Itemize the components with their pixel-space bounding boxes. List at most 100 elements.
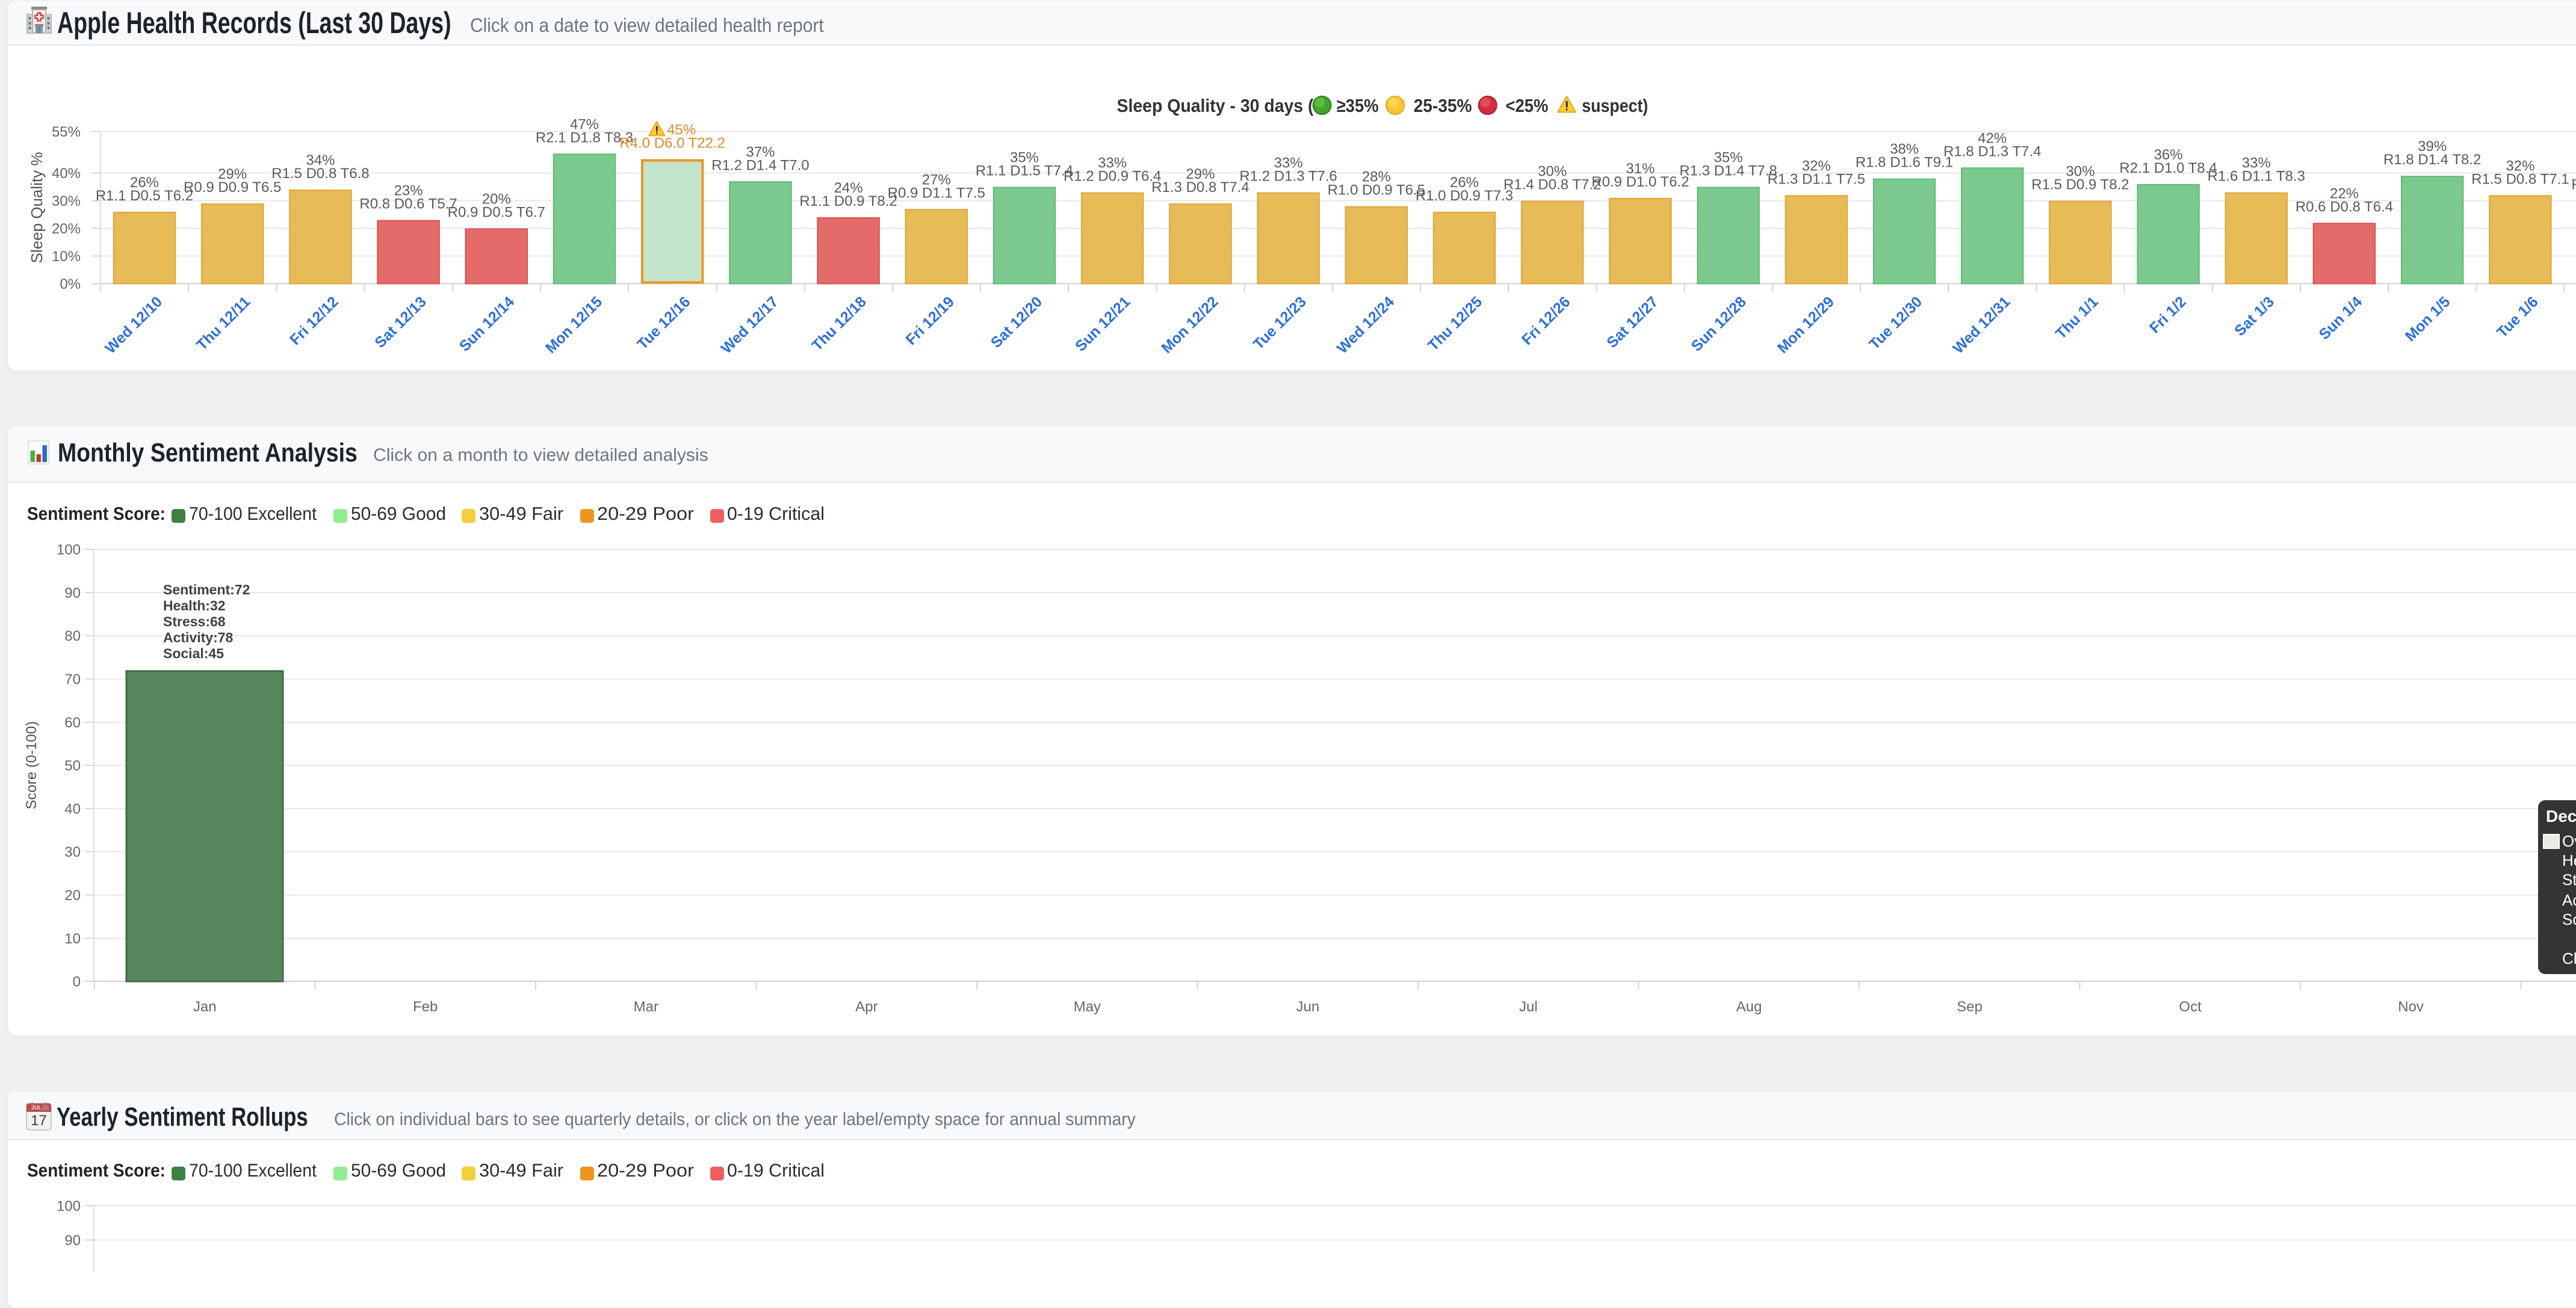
svg-text:R0.9 D0.9 T6.5: R0.9 D0.9 T6.5 (184, 179, 281, 196)
svg-text:Fri 12/12: Fri 12/12 (286, 293, 342, 348)
svg-text:Mon 12/22: Mon 12/22 (1158, 293, 1221, 356)
svg-text:R0.8 D0.6 T5.7: R0.8 D0.6 T5.7 (359, 196, 457, 212)
svg-text:Sun 12/28: Sun 12/28 (1688, 293, 1750, 354)
svg-text:Social: 54: Social: 54 (2562, 910, 2576, 928)
svg-text:Health:32: Health:32 (163, 598, 226, 614)
svg-text:50-69 Good: 50-69 Good (351, 1160, 446, 1181)
svg-text:Mon 1/5: Mon 1/5 (2402, 293, 2454, 345)
svg-text:R0.9 D0.5 T6.7: R0.9 D0.5 T6.7 (448, 205, 545, 221)
svg-text:26%: 26% (1450, 174, 1479, 191)
svg-text:JUL: JUL (31, 1105, 42, 1111)
svg-text:31%: 31% (1626, 161, 1655, 177)
svg-text:May: May (1074, 999, 1101, 1015)
svg-text:Fri 12/19: Fri 12/19 (903, 293, 958, 348)
svg-text:R1.2 D1.4 T7.0: R1.2 D1.4 T7.0 (711, 157, 809, 173)
svg-text:R1.5 D0.8 T6.8: R1.5 D0.8 T6.8 (271, 165, 369, 182)
svg-text:Yearly Sentiment Rollups: Yearly Sentiment Rollups (57, 1102, 308, 1132)
svg-text:Thu 1/1: Thu 1/1 (2052, 293, 2102, 342)
svg-text:0-19 Critical: 0-19 Critical (727, 1159, 825, 1180)
svg-text:Sat 12/13: Sat 12/13 (371, 293, 429, 351)
svg-text:37%: 37% (746, 144, 775, 160)
svg-text:29%: 29% (218, 166, 247, 182)
svg-text:20%: 20% (482, 191, 511, 208)
svg-text:Thu 12/25: Thu 12/25 (1425, 293, 1485, 354)
svg-text:30-49 Fair: 30-49 Fair (479, 503, 563, 524)
svg-text:Jan: Jan (193, 999, 217, 1015)
svg-text:Sun 12/14: Sun 12/14 (456, 293, 518, 354)
svg-text:Mon 12/29: Mon 12/29 (1774, 293, 1838, 356)
svg-text:R0.9 D1.1 T7.5: R0.9 D1.1 T7.5 (888, 185, 985, 201)
svg-text:Score (0-100): Score (0-100) (23, 721, 40, 810)
svg-text:0-19 Critical: 0-19 Critical (727, 503, 825, 524)
svg-text:34%: 34% (306, 152, 335, 168)
svg-text:Wed 12/24: Wed 12/24 (1334, 293, 1398, 357)
svg-text:R4.0 D6.0 T22.2: R4.0 D6.0 T22.2 (619, 135, 725, 152)
svg-text:Oct: Oct (2179, 999, 2202, 1015)
svg-text:32%: 32% (1802, 158, 1831, 174)
svg-text:23%: 23% (394, 183, 423, 199)
svg-text:55%: 55% (52, 124, 81, 140)
svg-text:45%: 45% (667, 122, 696, 138)
svg-text:Stress: 55: Stress: 55 (2562, 871, 2576, 889)
svg-text:30%: 30% (2066, 164, 2095, 180)
svg-text:40: 40 (64, 801, 81, 817)
svg-text:R1.4 D0.8 T7.2: R1.4 D0.8 T7.2 (1503, 177, 1601, 193)
svg-text:Activity:78: Activity:78 (163, 630, 234, 646)
svg-text:22%: 22% (2330, 185, 2359, 202)
svg-text:Mon 12/15: Mon 12/15 (542, 293, 605, 356)
svg-text:39%: 39% (2418, 138, 2447, 155)
svg-text:50-69 Good: 50-69 Good (351, 504, 446, 525)
svg-text:Wed 12/10: Wed 12/10 (102, 293, 166, 357)
svg-text:R0.9 D1.0 T6.2: R0.9 D1.0 T6.2 (1591, 174, 1689, 190)
svg-text:R1.2 D1.3 T7.6: R1.2 D1.3 T7.6 (1239, 168, 1337, 185)
svg-text:Monthly Sentiment Analysis: Monthly Sentiment Analysis (58, 437, 358, 467)
svg-text:20: 20 (64, 887, 81, 904)
svg-text:R1.8 D1.6 T9.1: R1.8 D1.6 T9.1 (1856, 155, 1953, 171)
svg-text:30-49 Fair: 30-49 Fair (479, 1159, 563, 1180)
svg-text:32%: 32% (2506, 158, 2534, 174)
svg-text:R1.3 D0.8 T7.4: R1.3 D0.8 T7.4 (1151, 179, 1249, 196)
svg-text:Thu 12/18: Thu 12/18 (808, 293, 869, 354)
svg-text:<25%: <25% (1506, 95, 1549, 116)
svg-text:10: 10 (64, 931, 81, 947)
svg-text:Dec 2024: Dec 2024 (2546, 807, 2576, 825)
svg-text:30%: 30% (52, 193, 81, 209)
svg-text:R1.1 D1.5 T7.4: R1.1 D1.5 T7.4 (976, 163, 1073, 179)
svg-text:Sentiment:72: Sentiment:72 (163, 582, 250, 597)
svg-text:Activity: 61: Activity: 61 (2562, 891, 2576, 909)
svg-text:Click on a date to view detail: Click on a date to view detailed health … (470, 14, 824, 36)
svg-text:R1.2 D0.9 T6.4: R1.2 D0.9 T6.4 (1064, 168, 1161, 185)
svg-text:80: 80 (64, 628, 81, 644)
svg-text:Click on a month to view detai: Click on a month to view detailed analys… (373, 445, 708, 465)
svg-text:R1.1 D0.5 T6.2: R1.1 D0.5 T6.2 (96, 188, 193, 204)
svg-text:Wed 12/31: Wed 12/31 (1949, 293, 2013, 357)
svg-text:Click on individual bars to se: Click on individual bars to see quarterl… (334, 1109, 1136, 1129)
svg-text:Mar: Mar (634, 999, 658, 1015)
svg-text:R1.5 D0.9 T8.2: R1.5 D0.9 T8.2 (2031, 177, 2129, 193)
svg-text:33%: 33% (1274, 155, 1303, 171)
svg-text:42%: 42% (1978, 130, 2007, 146)
svg-text:50: 50 (64, 758, 81, 774)
svg-text:Overall: 58: Overall: 58 (2562, 832, 2576, 850)
svg-text:R2.1 D1.0 T8.4: R2.1 D1.0 T8.4 (2119, 160, 2217, 176)
svg-text:R1.8 D1.3 T7.4: R1.8 D1.3 T7.4 (1943, 143, 2041, 159)
svg-text:Thu 12/11: Thu 12/11 (193, 293, 253, 353)
svg-text:R1.5 D0.8 T7.1: R1.5 D0.8 T7.1 (2471, 171, 2569, 187)
svg-text:Sleep Quality - 30 days (: Sleep Quality - 30 days ( (1117, 96, 1314, 116)
svg-text:Health: 62: Health: 62 (2562, 851, 2576, 869)
svg-text:Sat 12/20: Sat 12/20 (988, 293, 1045, 351)
svg-text:Sat 12/27: Sat 12/27 (1603, 293, 1661, 351)
svg-text:30%: 30% (1538, 164, 1567, 180)
svg-text:100: 100 (57, 1198, 81, 1215)
svg-text:27%: 27% (922, 171, 951, 188)
svg-text:Apple Health Records (Last 30: Apple Health Records (Last 30 Days) (57, 7, 451, 40)
svg-text:Sun 1/4: Sun 1/4 (2316, 293, 2366, 343)
svg-text:70: 70 (64, 671, 81, 688)
svg-text:Wed 12/17: Wed 12/17 (718, 293, 782, 357)
svg-text:Feb: Feb (413, 999, 438, 1015)
svg-text:R1.3 D1.1 T7.5: R1.3 D1.1 T7.5 (1768, 171, 1865, 187)
svg-text:Tue 12/30: Tue 12/30 (1866, 293, 1925, 353)
svg-text:Sleep Quality %: Sleep Quality % (28, 152, 46, 264)
svg-text:28%: 28% (1362, 169, 1391, 185)
svg-text:20%: 20% (52, 221, 81, 237)
